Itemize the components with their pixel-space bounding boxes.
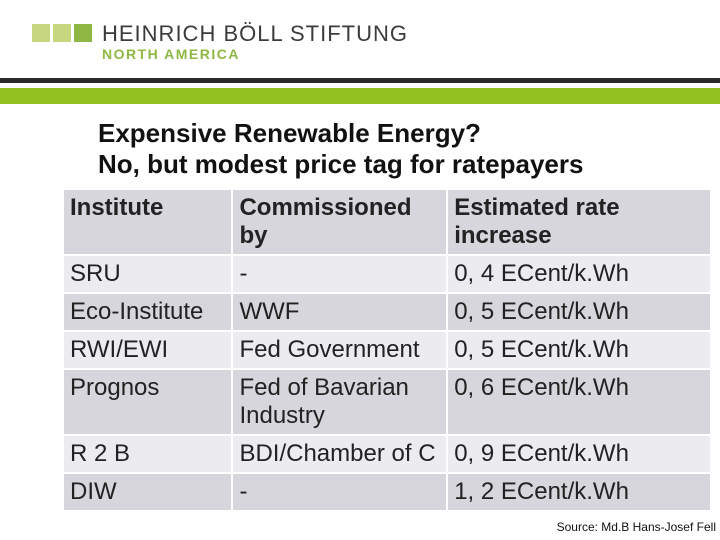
logo-square-2	[53, 24, 71, 42]
table-row: DIW - 1, 2 ECent/k.Wh	[63, 473, 711, 511]
table-body-2: R 2 B BDI/Chamber of C 0, 9 ECent/k.Wh D…	[63, 435, 711, 511]
cell-institute: Prognos	[63, 369, 232, 435]
cell-rate: 0, 5 ECent/k.Wh	[447, 293, 711, 331]
table-row: RWI/EWI Fed Government 0, 5 ECent/k.Wh	[63, 331, 711, 369]
cell-commissioned: Fed Government	[232, 331, 447, 369]
logo-icon	[32, 24, 92, 42]
rate-table: Institute Commissioned by Estimated rate…	[62, 188, 712, 512]
table-row: Eco-Institute WWF 0, 5 ECent/k.Wh	[63, 293, 711, 331]
source-attribution: Source: Md.B Hans-Josef Fell	[557, 520, 716, 534]
title-line-1: Expensive Renewable Energy?	[98, 118, 481, 148]
cell-institute: Eco-Institute	[63, 293, 232, 331]
th-rate: Estimated rate increase	[447, 189, 711, 255]
table-header-row: Institute Commissioned by Estimated rate…	[63, 189, 711, 255]
cell-institute: SRU	[63, 255, 232, 293]
divider-thick	[0, 88, 720, 104]
table-row: R 2 B BDI/Chamber of C 0, 9 ECent/k.Wh	[63, 435, 711, 473]
slide-title: Expensive Renewable Energy? No, but mode…	[98, 118, 710, 180]
cell-commissioned: BDI/Chamber of C	[232, 435, 447, 473]
logo-square-3	[74, 24, 92, 42]
content-area: Expensive Renewable Energy? No, but mode…	[0, 104, 720, 512]
th-institute: Institute	[63, 189, 232, 255]
cell-rate: 1, 2 ECent/k.Wh	[447, 473, 711, 511]
cell-commissioned: Fed of Bavarian Industry	[232, 369, 447, 435]
cell-institute: DIW	[63, 473, 232, 511]
cell-commissioned: -	[232, 473, 447, 511]
table-row: Prognos Fed of Bavarian Industry 0, 6 EC…	[63, 369, 711, 435]
th-commissioned: Commissioned by	[232, 189, 447, 255]
cell-rate: 0, 5 ECent/k.Wh	[447, 331, 711, 369]
brand-text: HEINRICH BÖLL STIFTUNG NORTH AMERICA	[102, 22, 408, 62]
cell-commissioned: WWF	[232, 293, 447, 331]
title-line-2: No, but modest price tag for ratepayers	[98, 149, 583, 179]
table-body-1: SRU - 0, 4 ECent/k.Wh Eco-Institute WWF …	[63, 255, 711, 435]
brand-subtitle: NORTH AMERICA	[102, 47, 408, 62]
cell-institute: R 2 B	[63, 435, 232, 473]
cell-commissioned: -	[232, 255, 447, 293]
table-row: SRU - 0, 4 ECent/k.Wh	[63, 255, 711, 293]
divider-thin	[0, 78, 720, 83]
divider-group	[0, 78, 720, 104]
brand-name: HEINRICH BÖLL STIFTUNG	[102, 22, 408, 45]
cell-institute: RWI/EWI	[63, 331, 232, 369]
cell-rate: 0, 6 ECent/k.Wh	[447, 369, 711, 435]
brand-header: HEINRICH BÖLL STIFTUNG NORTH AMERICA	[0, 0, 720, 62]
logo-square-1	[32, 24, 50, 42]
cell-rate: 0, 4 ECent/k.Wh	[447, 255, 711, 293]
cell-rate: 0, 9 ECent/k.Wh	[447, 435, 711, 473]
